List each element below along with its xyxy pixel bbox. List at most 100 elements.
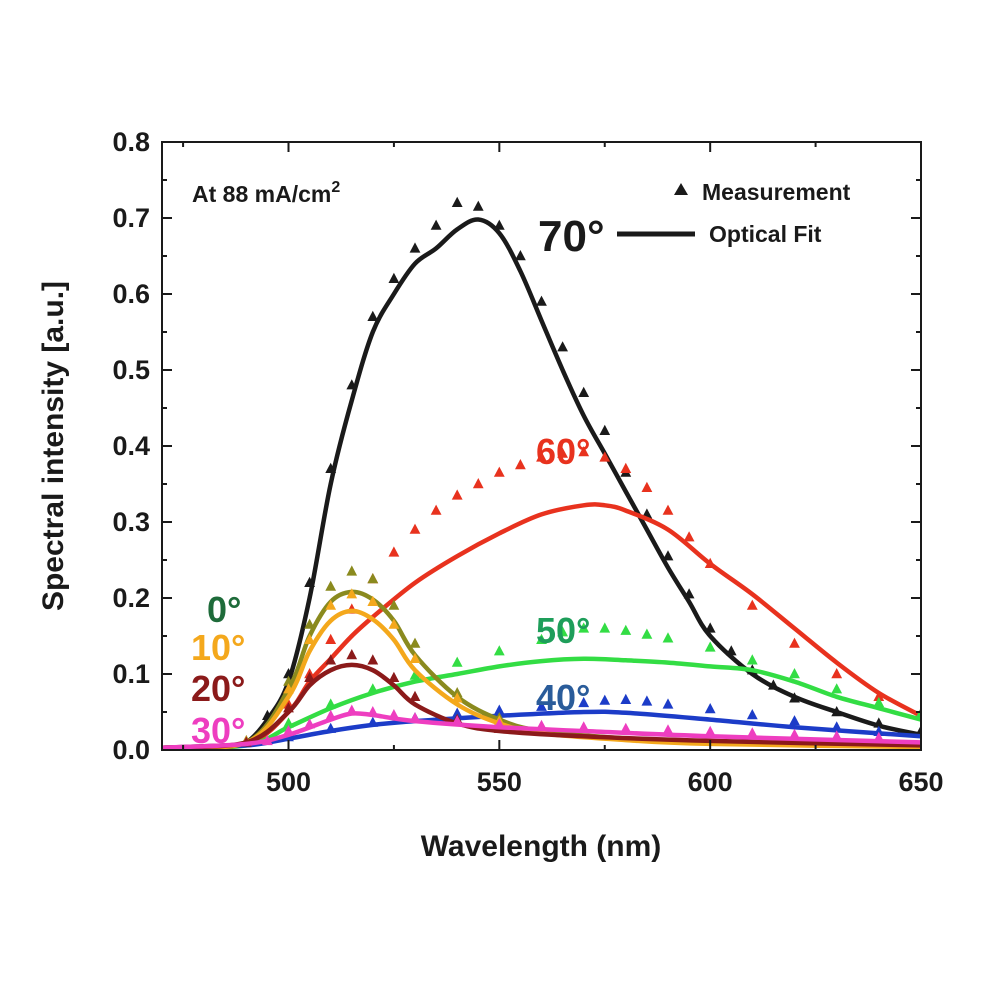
measurement-point-50deg [746,654,758,665]
y-tick-label: 0.2 [112,583,150,613]
y-tick-label: 0.7 [112,203,150,233]
measurement-point-60deg [557,447,568,458]
measurement-point-60deg [578,446,590,457]
measurement-point-0deg [388,599,400,610]
measurement-point-60deg [451,489,463,500]
x-tick-label: 500 [266,767,311,797]
angle-label-40deg: 40° [536,677,590,718]
measurement-point-60deg [472,478,484,489]
measurement-point-50deg [493,645,505,656]
y-tick-label: 0.3 [112,507,150,537]
measurement-point-50deg [557,626,568,637]
measurement-point-30deg [620,722,632,733]
measurement-point-50deg [536,633,547,644]
measurement-point-50deg [620,624,632,635]
measurement-point-60deg [873,690,885,701]
measurement-point-10deg [409,652,421,663]
legend-measurement-marker [674,183,688,195]
measurement-point-10deg [346,588,358,599]
measurement-point-10deg [367,595,379,606]
measurement-point-40deg [620,693,632,704]
fit-line-10deg [162,608,921,750]
measurement-point-30deg [746,727,758,738]
measurement-point-20deg [325,654,337,665]
y-tick-label: 0.6 [112,279,150,309]
measurement-point-0deg [409,637,421,648]
measurement-point-20deg [367,654,379,665]
measurement-point-30deg [662,724,674,735]
measurement-point-20deg [304,671,315,682]
measurement-point-10deg [388,618,400,629]
fit-line-30deg [162,711,921,750]
measurement-point-70deg [472,200,484,211]
fit-line-20deg [162,662,921,750]
measurement-point-60deg [325,633,337,644]
measurement-point-30deg [789,728,800,739]
y-tick-label: 0.1 [112,659,150,689]
measurement-point-30deg [704,725,716,736]
measurement-point-20deg [409,690,421,701]
measurement-point-70deg [578,386,590,397]
angle-label-0deg: 0° [207,589,241,630]
measurement-point-40deg [599,694,611,705]
measurement-point-20deg [388,671,400,682]
measurement-point-70deg [367,310,379,321]
angle-label-50deg: 50° [536,610,590,651]
measurement-point-0deg [367,573,379,584]
measurement-point-60deg [789,637,800,648]
measurement-point-50deg [599,622,611,633]
measurement-point-50deg [409,669,421,680]
x-tick-label: 550 [477,767,522,797]
x-tick-label: 600 [688,767,733,797]
measurement-point-0deg [325,580,337,591]
angle-label-20deg: 20° [191,668,245,709]
measurement-point-50deg [451,656,463,667]
measurement-point-60deg [536,451,547,462]
measurement-point-60deg [831,668,843,679]
angle-labels: 0°10°20°30° 40° 50° 60° 70° [191,212,605,751]
ticks-layer: 0.0 0.1 0.2 0.3 0.4 0.5 0.6 0.7 0.8 500 550 600 650 [112,127,943,797]
measurement-point-70deg [662,550,674,561]
measurement-point-50deg [915,707,921,718]
measurement-point-60deg [388,546,400,557]
measurement-point-70deg [409,242,421,253]
measurement-point-60deg [409,523,421,534]
plot-layer [162,196,921,750]
measurement-point-40deg [493,704,505,715]
fit-line-70deg [162,217,921,750]
y-tick-label: 0.0 [112,735,150,765]
measurement-point-40deg [704,703,716,714]
measurement-point-40deg [536,700,547,711]
measurement-point-70deg [451,196,463,207]
fit-line-50deg [162,656,921,750]
measurement-point-60deg [662,504,674,515]
measurement-point-50deg [873,696,885,708]
series-50deg [162,622,921,750]
angle-label-30deg: 30° [191,710,245,751]
measurement-point-50deg [831,683,843,694]
measurement-point-10deg [325,599,337,610]
measurement-point-40deg [789,715,800,726]
measurement-point-50deg [641,628,653,639]
measurement-point-60deg [746,599,758,610]
plot-area [162,196,921,750]
measurement-point-10deg [304,633,315,644]
measurement-point-60deg [430,504,442,515]
measurement-point-20deg [346,649,358,660]
measurement-point-40deg [662,698,674,709]
measurement-point-40deg [578,696,590,708]
legend: Measurement Optical Fit [617,179,851,247]
series-70deg [162,196,921,750]
measurement-point-60deg [620,462,632,473]
series-30deg [162,704,921,750]
measurement-point-60deg [493,466,505,477]
angle-label-70deg: 70° [538,212,605,261]
measurement-point-60deg [683,531,695,542]
current-density-annotation: At 88 mA/cm2 [192,179,340,207]
x-tick-label: 650 [898,767,943,797]
annotation-superscript: 2 [331,179,340,196]
measurement-point-70deg [557,341,568,352]
measurement-point-40deg [451,707,463,718]
